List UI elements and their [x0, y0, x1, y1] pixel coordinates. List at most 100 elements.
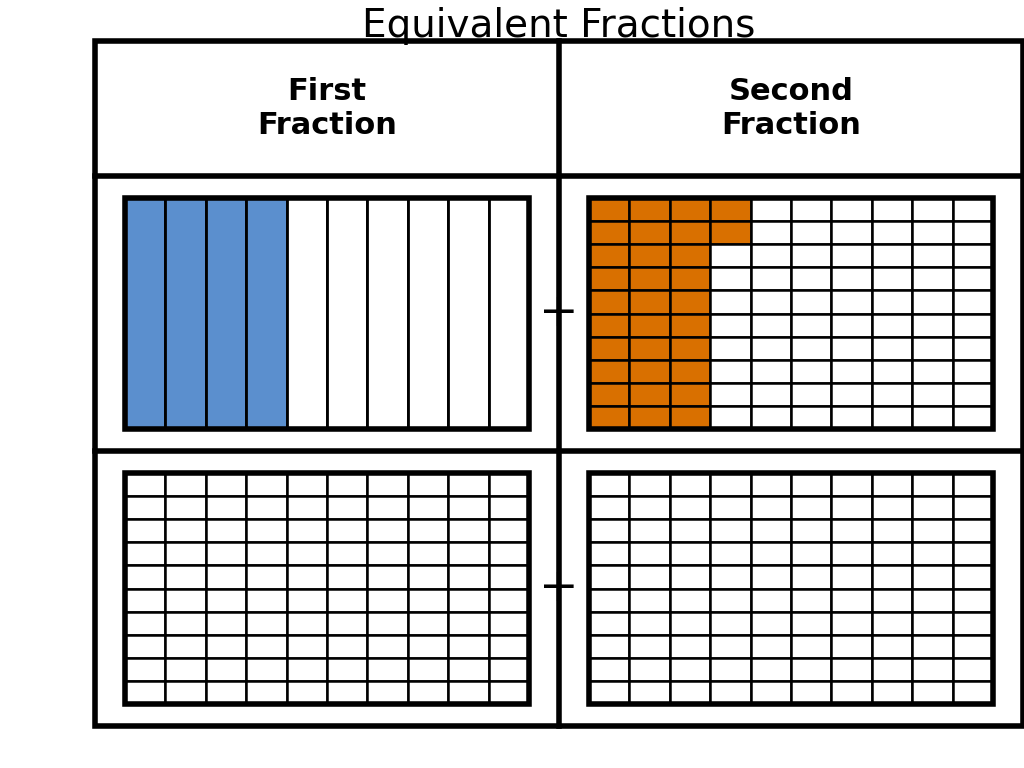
Bar: [125, 634, 166, 658]
Bar: [751, 496, 791, 519]
Bar: [408, 634, 449, 658]
Bar: [751, 519, 791, 542]
Bar: [711, 496, 751, 519]
Bar: [630, 406, 670, 429]
Bar: [368, 588, 408, 611]
Bar: [287, 634, 327, 658]
Bar: [711, 473, 751, 496]
Bar: [912, 588, 952, 611]
Bar: [327, 611, 368, 634]
Bar: [952, 565, 993, 588]
Bar: [871, 519, 912, 542]
Bar: [630, 290, 670, 313]
Bar: [488, 565, 529, 588]
Bar: [791, 634, 831, 658]
Bar: [488, 473, 529, 496]
Bar: [791, 336, 831, 359]
Bar: [670, 198, 711, 221]
Bar: [166, 611, 206, 634]
Bar: [246, 473, 287, 496]
Bar: [871, 681, 912, 704]
Bar: [791, 542, 831, 565]
Bar: [831, 658, 871, 681]
Bar: [952, 519, 993, 542]
Bar: [791, 681, 831, 704]
Bar: [246, 542, 287, 565]
Bar: [751, 221, 791, 244]
Bar: [670, 588, 711, 611]
Bar: [791, 588, 831, 611]
Bar: [166, 473, 206, 496]
Bar: [670, 406, 711, 429]
Bar: [368, 198, 408, 429]
Bar: [206, 681, 246, 704]
Bar: [589, 313, 630, 336]
Bar: [125, 542, 166, 565]
Bar: [751, 681, 791, 704]
Bar: [589, 611, 630, 634]
Bar: [831, 290, 871, 313]
Bar: [630, 359, 670, 382]
Bar: [711, 519, 751, 542]
Bar: [125, 473, 529, 704]
Bar: [488, 681, 529, 704]
Bar: [912, 244, 952, 267]
Bar: [791, 519, 831, 542]
Bar: [670, 290, 711, 313]
Bar: [670, 496, 711, 519]
Bar: [952, 611, 993, 634]
Bar: [831, 221, 871, 244]
Bar: [246, 681, 287, 704]
Bar: [751, 382, 791, 406]
Bar: [630, 611, 670, 634]
Bar: [952, 267, 993, 290]
Bar: [206, 588, 246, 611]
Bar: [327, 658, 368, 681]
Bar: [408, 588, 449, 611]
Bar: [287, 658, 327, 681]
Bar: [589, 244, 630, 267]
Bar: [871, 359, 912, 382]
Bar: [327, 496, 368, 519]
Bar: [871, 244, 912, 267]
Bar: [871, 473, 912, 496]
Bar: [95, 41, 1023, 726]
Bar: [912, 565, 952, 588]
Bar: [912, 681, 952, 704]
Bar: [589, 198, 993, 429]
Bar: [711, 565, 751, 588]
Bar: [871, 588, 912, 611]
Bar: [670, 267, 711, 290]
Bar: [791, 565, 831, 588]
Bar: [589, 565, 630, 588]
Bar: [952, 681, 993, 704]
Bar: [166, 198, 206, 429]
Bar: [125, 611, 166, 634]
Bar: [488, 496, 529, 519]
Bar: [630, 244, 670, 267]
Bar: [751, 267, 791, 290]
Bar: [287, 198, 327, 429]
Bar: [670, 473, 711, 496]
Bar: [408, 473, 449, 496]
Bar: [408, 611, 449, 634]
Bar: [449, 681, 488, 704]
Bar: [589, 473, 993, 704]
Bar: [831, 198, 871, 221]
Bar: [630, 681, 670, 704]
Bar: [791, 611, 831, 634]
Bar: [630, 542, 670, 565]
Bar: [488, 542, 529, 565]
Bar: [125, 198, 529, 429]
Bar: [711, 588, 751, 611]
Bar: [287, 542, 327, 565]
Bar: [287, 565, 327, 588]
Bar: [488, 519, 529, 542]
Bar: [125, 588, 166, 611]
Bar: [952, 244, 993, 267]
Bar: [912, 473, 952, 496]
Bar: [166, 658, 206, 681]
Bar: [670, 634, 711, 658]
Bar: [831, 565, 871, 588]
Bar: [368, 681, 408, 704]
